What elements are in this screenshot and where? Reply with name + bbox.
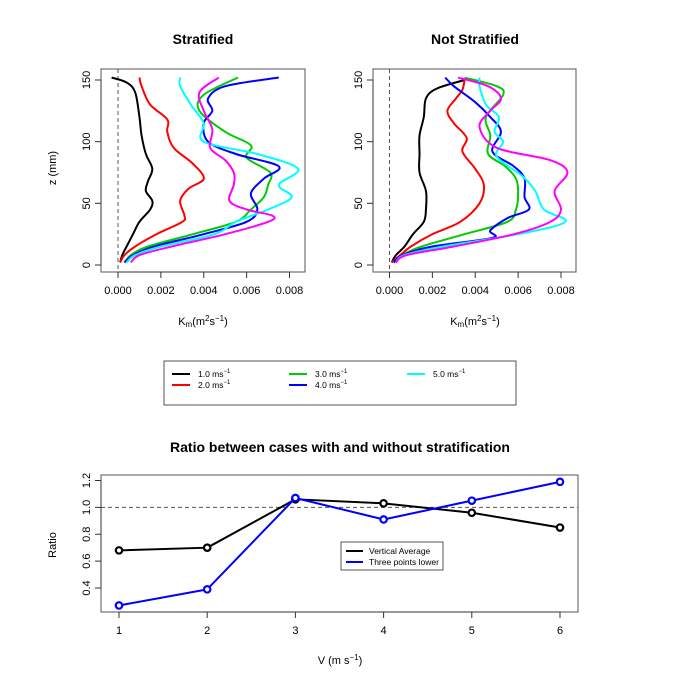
y-tick-label: 150 bbox=[81, 71, 93, 89]
ratio-axis-label: Ratio bbox=[47, 532, 59, 558]
x-tick-label: 1 bbox=[116, 625, 122, 637]
x-tick-label: 5 bbox=[469, 625, 475, 637]
plot-frame bbox=[100, 474, 579, 613]
series-line-5-0-ms-1 bbox=[125, 77, 300, 264]
series-line-magenta bbox=[130, 76, 276, 264]
x-tick-label: 0.008 bbox=[276, 285, 304, 297]
y-tick-label: 0 bbox=[353, 262, 365, 268]
km-axis-label-right: Km(m2s−1) bbox=[450, 314, 500, 329]
legend-label: 1.0 ms−1 bbox=[198, 369, 231, 379]
x-tick-label: 0.008 bbox=[547, 285, 575, 297]
series-line-2-0-ms-1 bbox=[390, 79, 486, 264]
y-tick-label: 0.4 bbox=[81, 580, 93, 595]
km-axis-label-left: Km(m2s−1) bbox=[178, 314, 228, 329]
y-tick-label: 1.2 bbox=[81, 473, 93, 488]
data-point bbox=[555, 523, 565, 532]
data-point bbox=[114, 601, 124, 610]
data-point bbox=[467, 496, 477, 505]
y-tick-label: 0.8 bbox=[81, 527, 93, 542]
series-line-4-0-ms-1 bbox=[123, 76, 281, 264]
series-line-three-points-lower bbox=[118, 480, 561, 607]
y-tick-label: 150 bbox=[353, 71, 365, 89]
legend-label: 3.0 ms−1 bbox=[315, 369, 348, 379]
series-line-magenta bbox=[395, 76, 569, 264]
ratio-legend-box bbox=[340, 541, 444, 571]
x-tick-label: 0.002 bbox=[147, 285, 175, 297]
series-line-2-0-ms-1 bbox=[119, 77, 205, 264]
series-line-1-0-ms-1 bbox=[390, 79, 465, 264]
data-point bbox=[379, 499, 388, 508]
legend-box bbox=[163, 360, 517, 406]
data-point bbox=[467, 508, 477, 518]
x-tick-label: 0.000 bbox=[104, 285, 132, 297]
data-point bbox=[114, 546, 124, 555]
v-axis-label: V (m s−1) bbox=[318, 653, 363, 667]
x-tick-label: 2 bbox=[204, 625, 210, 637]
x-tick-label: 3 bbox=[292, 625, 298, 637]
x-tick-label: 0.006 bbox=[233, 285, 261, 297]
y-tick-label: 100 bbox=[353, 132, 365, 150]
x-tick-label: 4 bbox=[381, 625, 387, 637]
series-line-5-0-ms-1 bbox=[395, 77, 567, 264]
legend-label: 5.0 ms−1 bbox=[433, 369, 466, 379]
z-axis-label: z (mm) bbox=[47, 151, 59, 185]
data-point bbox=[202, 585, 212, 594]
x-tick-label: 6 bbox=[557, 625, 563, 637]
plot-frame bbox=[100, 68, 306, 273]
speed-legend: 1.0 ms−12.0 ms−1 3.0 ms−14.0 ms−1 5.0 ms−1 bbox=[163, 360, 517, 406]
y-tick-label: 0.6 bbox=[81, 553, 93, 568]
ratio-legend-label: Three points lower bbox=[369, 557, 439, 567]
series-line-1-0-ms-1 bbox=[111, 76, 154, 263]
y-tick-label: 1.0 bbox=[81, 500, 93, 515]
series-line-3-0-ms-1 bbox=[123, 76, 273, 264]
y-tick-label: 0 bbox=[81, 262, 93, 268]
not-stratified-title: Not Stratified bbox=[431, 31, 519, 47]
legend-label: 4.0 ms−1 bbox=[315, 380, 348, 390]
x-tick-label: 0.000 bbox=[376, 285, 404, 297]
x-tick-label: 0.004 bbox=[190, 285, 218, 297]
series-line-vertical-average bbox=[118, 498, 561, 552]
data-point bbox=[202, 543, 212, 552]
stratified-panel: Stratified z (mm) Km(m2s−1) 0.000 0.002 0.… bbox=[47, 31, 306, 329]
ratio-title: Ratio between cases with and without str… bbox=[170, 439, 510, 455]
ratio-panel: Ratio between cases with and without str… bbox=[47, 439, 579, 667]
ratio-legend-label: Vertical Average bbox=[369, 546, 431, 556]
not-stratified-panel: Not Stratified Km(m2s−1) 0.000 0.002 0.004… bbox=[353, 31, 577, 329]
data-point bbox=[555, 477, 565, 487]
stratified-title: Stratified bbox=[173, 31, 234, 47]
x-tick-label: 0.006 bbox=[504, 285, 532, 297]
x-tick-label: 0.002 bbox=[419, 285, 447, 297]
y-tick-label: 50 bbox=[353, 197, 365, 209]
y-tick-label: 100 bbox=[81, 132, 93, 150]
series-line-3-0-ms-1 bbox=[393, 76, 520, 264]
data-point bbox=[291, 493, 300, 503]
y-tick-label: 50 bbox=[81, 197, 93, 209]
data-point bbox=[379, 515, 388, 524]
legend-label: 2.0 ms−1 bbox=[198, 380, 231, 390]
x-tick-label: 0.004 bbox=[461, 285, 489, 297]
